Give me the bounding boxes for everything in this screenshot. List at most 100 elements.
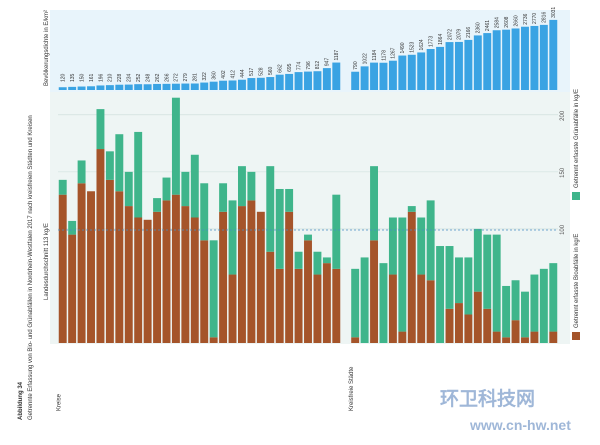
density-bar: [436, 46, 445, 90]
value-label: 120: [61, 73, 67, 82]
density-bar: [379, 62, 388, 90]
stack-segment: [417, 274, 426, 343]
stack-segment: [96, 149, 105, 343]
value-label: 1267: [391, 47, 397, 58]
value-label: 2360: [476, 22, 482, 33]
stack-segment: [171, 97, 180, 195]
density-bar: [426, 48, 435, 90]
stack-segment: [162, 200, 171, 343]
density-bar: [162, 83, 171, 90]
density-bar: [200, 82, 209, 90]
value-label: 262: [155, 73, 161, 82]
y-tick-label: 100: [560, 224, 566, 235]
stack-segment: [388, 274, 397, 343]
density-bar: [58, 87, 67, 90]
density-bar: [238, 79, 246, 90]
stack-segment: [153, 198, 162, 212]
value-label: 2166: [466, 27, 472, 38]
figure-label: Abbildung 34: [18, 381, 24, 420]
density-bar: [219, 80, 228, 90]
stack-segment: [379, 263, 388, 343]
legend-label: Getrennt erfasste Grünabfälle in kg/E: [574, 89, 580, 188]
group-label: Kreisfreie Städte: [349, 366, 355, 411]
stack-segment: [398, 217, 407, 332]
stack-segment: [454, 257, 463, 304]
value-label: 266: [164, 73, 170, 82]
stack-segment: [511, 280, 520, 321]
stack-segment: [294, 251, 303, 269]
stack-segment: [464, 257, 473, 315]
stack-segment: [58, 194, 67, 343]
value-label: 1773: [428, 36, 434, 47]
density-bar: [539, 24, 548, 91]
density-bar: [134, 84, 143, 90]
stack-segment: [247, 200, 256, 343]
mean-label: Landesdurchschnitt 113 kg/E: [44, 223, 50, 300]
density-bar: [68, 86, 77, 90]
value-label: 695: [287, 63, 293, 72]
legend-label: Getrennt erfasste Bioabfälle in kg/E: [574, 234, 580, 328]
value-label: 402: [221, 70, 227, 79]
value-label: 135: [70, 73, 76, 82]
stack-segment: [105, 179, 114, 343]
value-label: 1864: [438, 34, 444, 45]
legend-swatch: [572, 332, 580, 340]
stack-segment: [445, 308, 454, 343]
stack-segment: [134, 131, 143, 218]
stack-segment: [77, 183, 86, 343]
stack-segment: [256, 211, 265, 343]
stack-segment: [58, 179, 67, 195]
density-bar: [530, 25, 539, 91]
stack-segment: [332, 268, 341, 343]
density-bar: [228, 80, 237, 90]
value-label: 796: [306, 61, 312, 70]
stack-segment: [322, 257, 331, 264]
stack-segment: [492, 234, 501, 332]
density-bar: [115, 84, 124, 90]
stack-segment: [190, 217, 199, 343]
value-label: 2736: [523, 13, 529, 24]
density-bar: [407, 54, 416, 90]
stack-segment: [190, 154, 199, 218]
density-bar: [454, 41, 463, 90]
stack-segment: [454, 303, 463, 343]
stack-segment: [266, 251, 275, 343]
density-bar: [322, 68, 331, 90]
stack-segment: [134, 217, 143, 343]
density-bar: [209, 81, 218, 90]
value-label: 252: [136, 73, 142, 82]
stack-segment: [266, 166, 275, 252]
y-tick-label: 200: [560, 110, 566, 121]
density-bar: [266, 77, 275, 90]
stack-segment: [68, 220, 77, 235]
value-label: 272: [174, 73, 180, 82]
stack-segment: [275, 188, 284, 269]
stack-segment: [275, 268, 284, 343]
density-bar: [294, 72, 303, 90]
stack-segment: [304, 240, 312, 343]
density-bar: [171, 83, 180, 90]
stack-segment: [181, 206, 190, 343]
stack-segment: [124, 171, 133, 207]
value-label: 412: [230, 70, 236, 79]
stack-segment: [426, 280, 435, 343]
stack-segment: [313, 251, 322, 275]
watermark-url: www.cn-hw.net: [469, 417, 571, 433]
stack-segment: [200, 183, 209, 241]
stack-segment: [417, 217, 426, 275]
stack-segment: [464, 314, 473, 343]
stack-segment: [530, 274, 539, 332]
density-bar: [77, 86, 86, 90]
stack-segment: [549, 331, 558, 343]
stack-segment: [351, 268, 360, 338]
stack-segment: [370, 166, 378, 241]
stack-segment: [87, 191, 95, 343]
value-label: 150: [79, 73, 85, 82]
stack-segment: [285, 188, 294, 212]
stack-segment: [483, 308, 492, 343]
stack-segment: [502, 337, 511, 343]
density-bar: [464, 39, 473, 90]
density-bar: [492, 30, 501, 90]
density-bar: [370, 62, 378, 90]
